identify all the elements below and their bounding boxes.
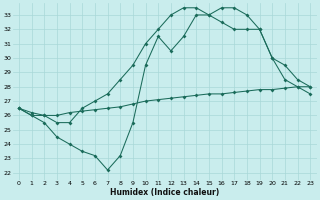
- X-axis label: Humidex (Indice chaleur): Humidex (Indice chaleur): [110, 188, 219, 197]
